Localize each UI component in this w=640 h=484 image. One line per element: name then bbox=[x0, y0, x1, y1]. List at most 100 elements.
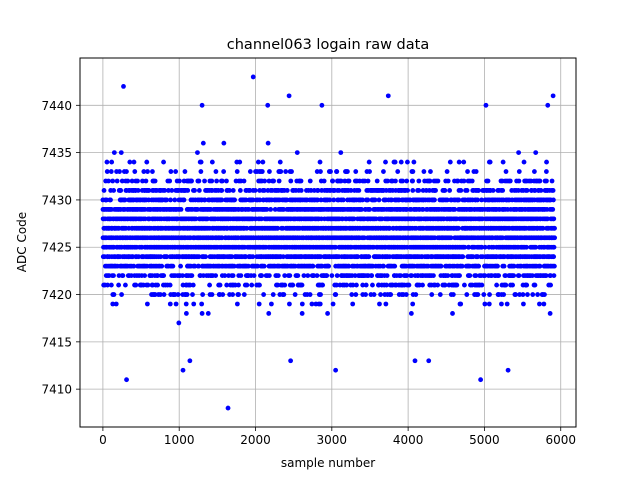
x-axis-label: sample number bbox=[281, 456, 375, 470]
data-point bbox=[191, 301, 197, 307]
data-point-outlier bbox=[545, 102, 551, 108]
data-point bbox=[118, 188, 124, 193]
data-point bbox=[395, 169, 401, 174]
data-point bbox=[257, 282, 262, 288]
data-point bbox=[196, 254, 202, 260]
data-point bbox=[400, 178, 406, 184]
data-point bbox=[200, 140, 206, 146]
data-point bbox=[487, 159, 493, 165]
data-point bbox=[220, 292, 226, 297]
data-point bbox=[180, 273, 185, 279]
data-point bbox=[456, 225, 461, 231]
data-point bbox=[432, 197, 437, 203]
data-point bbox=[114, 178, 120, 184]
data-point bbox=[192, 188, 197, 193]
data-point bbox=[236, 282, 241, 288]
data-point bbox=[406, 282, 412, 288]
data-point-outlier bbox=[265, 102, 271, 108]
data-point bbox=[333, 292, 339, 297]
data-point bbox=[447, 188, 453, 193]
data-point bbox=[460, 254, 466, 260]
data-point bbox=[431, 273, 436, 279]
data-point bbox=[511, 273, 517, 279]
data-point bbox=[500, 159, 506, 165]
data-point bbox=[268, 206, 274, 212]
data-point bbox=[325, 311, 330, 316]
data-point bbox=[455, 178, 461, 184]
data-point bbox=[280, 254, 286, 260]
data-point bbox=[196, 263, 202, 269]
data-point bbox=[241, 292, 247, 297]
data-point bbox=[389, 197, 395, 203]
data-point bbox=[111, 150, 117, 156]
data-point bbox=[209, 292, 215, 297]
data-point bbox=[525, 292, 530, 297]
data-point bbox=[111, 292, 117, 297]
data-point bbox=[131, 159, 137, 165]
data-point bbox=[372, 197, 378, 203]
data-point bbox=[221, 140, 227, 146]
data-point bbox=[167, 301, 173, 307]
data-point bbox=[282, 273, 288, 279]
data-point bbox=[454, 282, 460, 288]
x-tick-label: 0 bbox=[99, 433, 107, 447]
data-point bbox=[311, 273, 317, 279]
data-point bbox=[532, 169, 537, 174]
data-point bbox=[393, 178, 398, 184]
data-point bbox=[435, 178, 441, 184]
y-tick-label: 7415 bbox=[41, 335, 72, 349]
data-point bbox=[365, 178, 371, 184]
data-point bbox=[410, 178, 416, 184]
data-point bbox=[376, 197, 382, 203]
data-point bbox=[256, 301, 262, 307]
data-point bbox=[199, 301, 205, 307]
data-point bbox=[224, 178, 229, 184]
data-point bbox=[214, 178, 220, 184]
data-point bbox=[476, 188, 481, 193]
data-point bbox=[166, 188, 171, 193]
data-point bbox=[123, 282, 128, 288]
data-point bbox=[282, 282, 288, 288]
data-point bbox=[281, 206, 287, 212]
data-point bbox=[261, 292, 267, 297]
data-point bbox=[516, 150, 522, 156]
data-point bbox=[217, 282, 223, 288]
data-point bbox=[427, 178, 433, 184]
data-point bbox=[193, 216, 199, 222]
data-point bbox=[189, 273, 195, 279]
data-point bbox=[392, 159, 398, 165]
data-point bbox=[459, 263, 465, 269]
data-point bbox=[367, 206, 373, 212]
data-point bbox=[500, 188, 506, 193]
data-point bbox=[320, 282, 326, 288]
data-point bbox=[362, 178, 368, 184]
data-point bbox=[330, 178, 336, 184]
data-point bbox=[314, 273, 320, 279]
data-point bbox=[494, 282, 500, 288]
data-point bbox=[183, 301, 189, 307]
data-point bbox=[261, 263, 267, 269]
data-point bbox=[125, 178, 131, 184]
data-point bbox=[403, 292, 409, 297]
data-point bbox=[551, 273, 557, 279]
data-point bbox=[219, 188, 225, 193]
data-point bbox=[238, 273, 244, 279]
data-point bbox=[461, 159, 467, 165]
data-point bbox=[384, 273, 390, 279]
data-point bbox=[353, 292, 359, 297]
data-point bbox=[409, 273, 415, 279]
data-point bbox=[516, 273, 522, 279]
data-point bbox=[298, 188, 304, 193]
data-point bbox=[551, 254, 557, 260]
data-point bbox=[374, 178, 380, 184]
data-point bbox=[209, 159, 215, 165]
data-point bbox=[172, 197, 178, 203]
data-point bbox=[408, 311, 414, 316]
data-point bbox=[444, 169, 450, 174]
data-point-outlier bbox=[180, 367, 186, 373]
data-point bbox=[104, 197, 109, 203]
data-point-outlier bbox=[412, 358, 418, 364]
data-point bbox=[290, 282, 296, 288]
data-point bbox=[195, 150, 200, 156]
data-point bbox=[173, 169, 179, 174]
